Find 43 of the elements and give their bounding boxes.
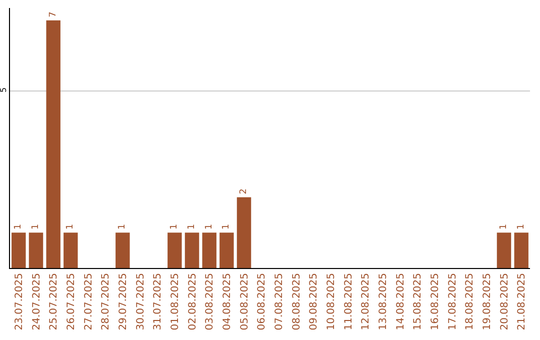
data-label: 1 [31,224,41,230]
x-tick-label: 02.08.2025 [187,273,198,330]
x-tick-label: 29.07.2025 [118,273,129,330]
x-tick-label: 20.08.2025 [499,273,510,330]
x-tick-label: 23.07.2025 [14,273,25,330]
data-label: 1 [204,224,214,230]
data-label: 1 [187,224,197,230]
x-tick-label: 01.08.2025 [170,273,181,330]
x-tick-label: 09.08.2025 [308,273,320,330]
x-tick-label: 05.08.2025 [239,273,250,330]
data-label: 1 [66,224,76,230]
x-tick-label: 17.08.2025 [447,273,458,330]
x-tick-label: 14.08.2025 [395,273,406,330]
x-tick-label: 25.07.2025 [48,273,60,330]
x-tick-label: 27.07.2025 [83,273,94,330]
data-label: 1 [222,224,232,230]
x-tick-label: 21.08.2025 [516,273,528,330]
x-tick-label: 15.08.2025 [412,273,424,330]
x-tick-label: 30.07.2025 [135,273,146,330]
x-tick-label: 19.08.2025 [482,273,493,330]
data-label: 2 [239,188,249,194]
x-tick-label: 06.08.2025 [256,273,268,330]
x-tick-label: 16.08.2025 [430,273,441,330]
x-tick-label: 11.08.2025 [343,273,354,330]
x-tick-label: 18.08.2025 [464,273,476,330]
x-tick-label: 03.08.2025 [204,273,216,330]
x-tick-label: 31.07.2025 [152,273,164,330]
data-label: 1 [170,224,180,230]
x-tick-label: 07.08.2025 [274,273,285,330]
data-label: 1 [499,224,509,230]
x-tick-label: 26.07.2025 [66,273,77,330]
x-tick-label: 12.08.2025 [360,273,372,330]
y-tick-label: 5 [0,87,8,92]
x-tick-label: 24.07.2025 [31,273,42,330]
data-label: 1 [118,224,128,230]
x-tick-label: 10.08.2025 [326,273,337,330]
data-label: 1 [14,224,24,230]
x-tick-label: 04.08.2025 [222,273,233,330]
x-tick-label: 28.07.2025 [100,273,112,330]
data-label: 1 [516,224,526,230]
x-tick-label: 08.08.2025 [291,273,302,330]
data-label: 7 [48,12,58,18]
x-tick-label: 13.08.2025 [378,273,389,330]
